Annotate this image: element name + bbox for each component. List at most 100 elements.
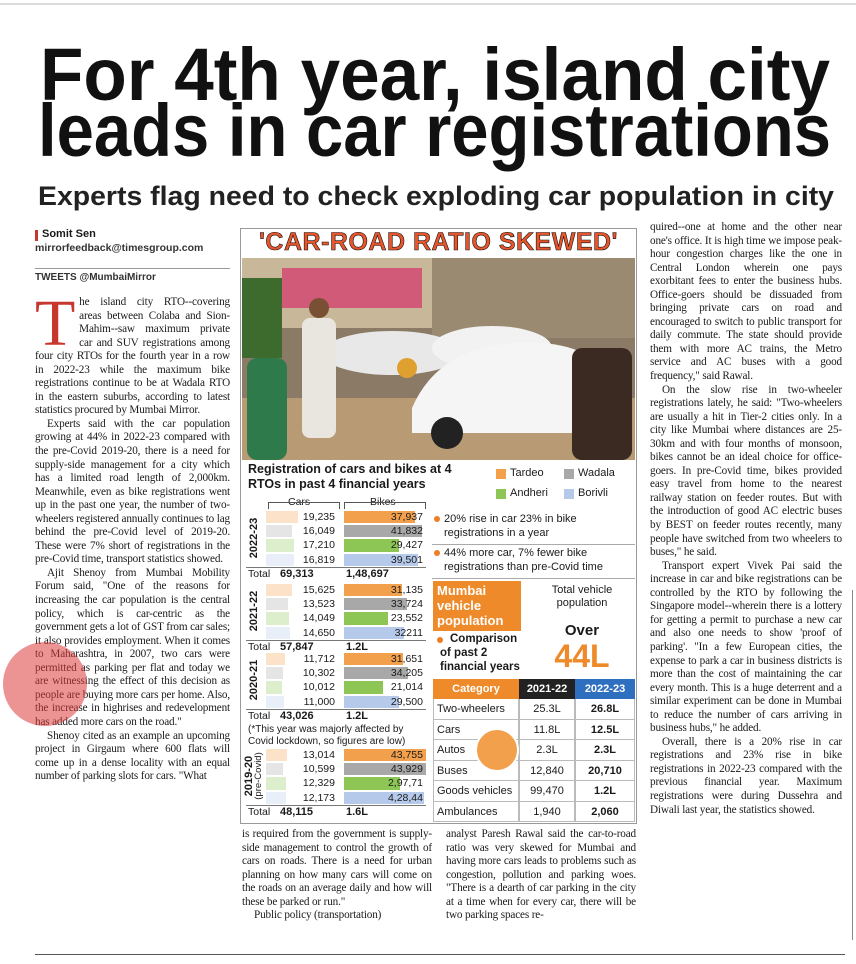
drop-cap: T <box>35 296 76 360</box>
right-column: quired--one at home and the other near o… <box>650 221 842 943</box>
byline-marker <box>35 230 38 241</box>
legend-swatch <box>496 469 506 479</box>
value-label: 29,427 <box>390 539 423 552</box>
legend-label: Tardeo <box>510 467 544 479</box>
highlight: 20% rise in car 23% in bike registration… <box>444 513 577 539</box>
total-cars: 57,847 <box>280 640 314 653</box>
value-label: 31,135 <box>390 584 423 596</box>
highlight: 44% more car, 7% fewer bike registration… <box>444 547 603 573</box>
value-label: 41,832 <box>390 525 423 538</box>
legend-swatch <box>496 489 506 499</box>
bottom-rule <box>35 954 845 955</box>
value-label: 14,650 <box>302 626 335 639</box>
value-label: 14,049 <box>302 612 335 625</box>
year-label-text: 2022-23 <box>248 518 260 559</box>
infographic-frame <box>240 228 637 824</box>
car-bar <box>266 539 295 552</box>
car-bar <box>266 695 285 708</box>
total-label: Total <box>248 567 271 580</box>
bike-bar <box>344 667 408 680</box>
value-label: 13,014 <box>302 749 335 761</box>
value-label: 39,501 <box>390 553 423 566</box>
value-label: 31,651 <box>390 653 423 665</box>
chart-note: (*This year was majorly affected by Covi… <box>248 723 406 747</box>
total-cars: 69,313 <box>280 567 314 580</box>
email: mirrorfeedback@timesgroup.com <box>35 242 204 254</box>
total-line <box>246 639 426 641</box>
middle-column: is required from the government is suppl… <box>242 828 432 944</box>
total-line <box>246 566 426 568</box>
value-label: 13,523 <box>302 598 335 611</box>
header-bracket <box>268 502 340 509</box>
car-bar <box>266 763 284 776</box>
table-cell: 1.2L <box>575 781 635 802</box>
header-bracket <box>344 502 426 509</box>
value-label: 11,000 <box>303 695 335 708</box>
table-cell: 2.3L <box>575 740 635 761</box>
top-rule <box>0 3 856 5</box>
total-cars: 43,026 <box>280 709 314 722</box>
value-label: 10,302 <box>302 667 335 680</box>
subtitle: Experts flag need to check exploding car… <box>38 181 834 211</box>
highlight-rule <box>432 578 635 579</box>
paragraph: analyst Paresh Rawal said the car-to-roa… <box>446 828 636 922</box>
table-cell: 2,060 <box>575 801 635 822</box>
banner: 'CAR-ROAD RATIO SKEWED' <box>258 228 619 257</box>
bike-bar <box>344 763 426 776</box>
total-bikes: 1.6L <box>346 805 369 818</box>
value-label: 29,500 <box>390 695 423 708</box>
total-bikes: 1.2L <box>346 709 369 722</box>
table-cell: Cars <box>433 719 519 740</box>
year: 2020-21 <box>248 660 260 701</box>
paragraph: Shenoy cited as an example an upcoming p… <box>35 729 230 783</box>
bullet <box>434 516 440 522</box>
bullet <box>434 550 440 556</box>
value-label: 15,625 <box>302 584 335 596</box>
legend-label: Wadala <box>578 467 615 479</box>
bike-bar <box>344 626 405 639</box>
total-caption: Total vehicle population <box>551 584 613 609</box>
comparison: Comparison of past 2 financial years <box>440 633 520 673</box>
value-label: 2,97,71 <box>387 777 423 790</box>
legend-swatch <box>564 489 574 499</box>
bike-bar <box>344 539 399 552</box>
total-bikes: 1,48,697 <box>346 567 389 580</box>
table-cell: 2.3L <box>519 740 575 761</box>
car-bar <box>266 681 283 694</box>
paragraph: Public policy (transportation) <box>254 909 382 922</box>
headline-line: For 4th year, island city <box>40 33 830 116</box>
total: 44L <box>554 638 610 674</box>
value-label: 37,937 <box>390 511 423 523</box>
year-label-text: 2020-21 <box>248 660 260 701</box>
car-bar <box>266 598 289 611</box>
bike-bar <box>344 681 384 694</box>
year-note: (pre-Covid) <box>253 752 265 801</box>
table-header: 2021-22 <box>519 679 575 699</box>
value-label: 4,28,44 <box>387 791 423 804</box>
paragraph-text: he island city RTO--covering areas betwe… <box>35 296 230 417</box>
bike-bar <box>344 511 415 524</box>
paragraph: Experts said with the car population gro… <box>35 417 230 566</box>
author: Somit Sen <box>42 228 96 240</box>
total-label: Total <box>248 805 271 818</box>
headline-area: For 4th year, island city leads in car r… <box>38 33 834 211</box>
bike-bar <box>344 553 418 566</box>
table-cell: Buses <box>433 760 519 781</box>
car-bar <box>266 791 286 804</box>
over: Over <box>564 622 600 639</box>
year: 2021-22 <box>248 591 260 632</box>
value-label: 11,712 <box>303 653 335 665</box>
table-cell: 12,840 <box>519 760 575 781</box>
table-header: 2022-23 <box>575 679 635 699</box>
value-label: 10,012 <box>302 681 335 694</box>
value-label: 12,173 <box>302 791 335 804</box>
year: 2022-23 <box>248 518 260 559</box>
paragraph: Transport expert Vivek Pai said the incr… <box>650 559 842 735</box>
paragraph: Overall, there is a 20% rise in car regi… <box>650 735 842 816</box>
bike-bar <box>344 584 403 597</box>
legend-label: Andheri <box>510 487 548 499</box>
paragraph: is required from the government is suppl… <box>242 828 432 908</box>
car-bar <box>266 553 294 566</box>
bike-bar <box>344 695 400 708</box>
value-label: 34,205 <box>390 667 423 680</box>
